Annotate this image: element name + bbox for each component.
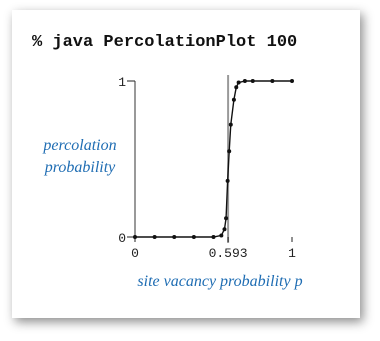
x-tick-label: 1 — [288, 246, 296, 261]
series-line — [135, 80, 292, 238]
point — [224, 216, 229, 221]
point — [222, 227, 227, 232]
point — [172, 235, 177, 239]
card — [12, 10, 360, 318]
point — [211, 235, 216, 239]
x-tick-label: 0.593 — [209, 246, 248, 261]
y-tick-label: 0 — [118, 231, 126, 246]
point — [270, 79, 275, 83]
point — [228, 122, 233, 127]
point — [219, 233, 224, 238]
y-label: percolation — [42, 137, 116, 154]
point — [290, 79, 294, 83]
point — [234, 85, 239, 90]
point — [242, 79, 247, 83]
point — [231, 97, 236, 102]
point — [236, 80, 241, 85]
point — [250, 79, 255, 83]
point — [227, 149, 232, 154]
x-tick-label: 0 — [131, 246, 139, 261]
point — [225, 178, 230, 183]
point — [133, 235, 137, 239]
y-tick-label: 1 — [118, 75, 126, 90]
x-label: site vacancy probability p — [137, 273, 302, 290]
point — [152, 235, 157, 239]
y-label: probability — [44, 159, 116, 176]
point — [191, 235, 196, 239]
chart-title: % java PercolationPlot 100 — [32, 33, 297, 52]
